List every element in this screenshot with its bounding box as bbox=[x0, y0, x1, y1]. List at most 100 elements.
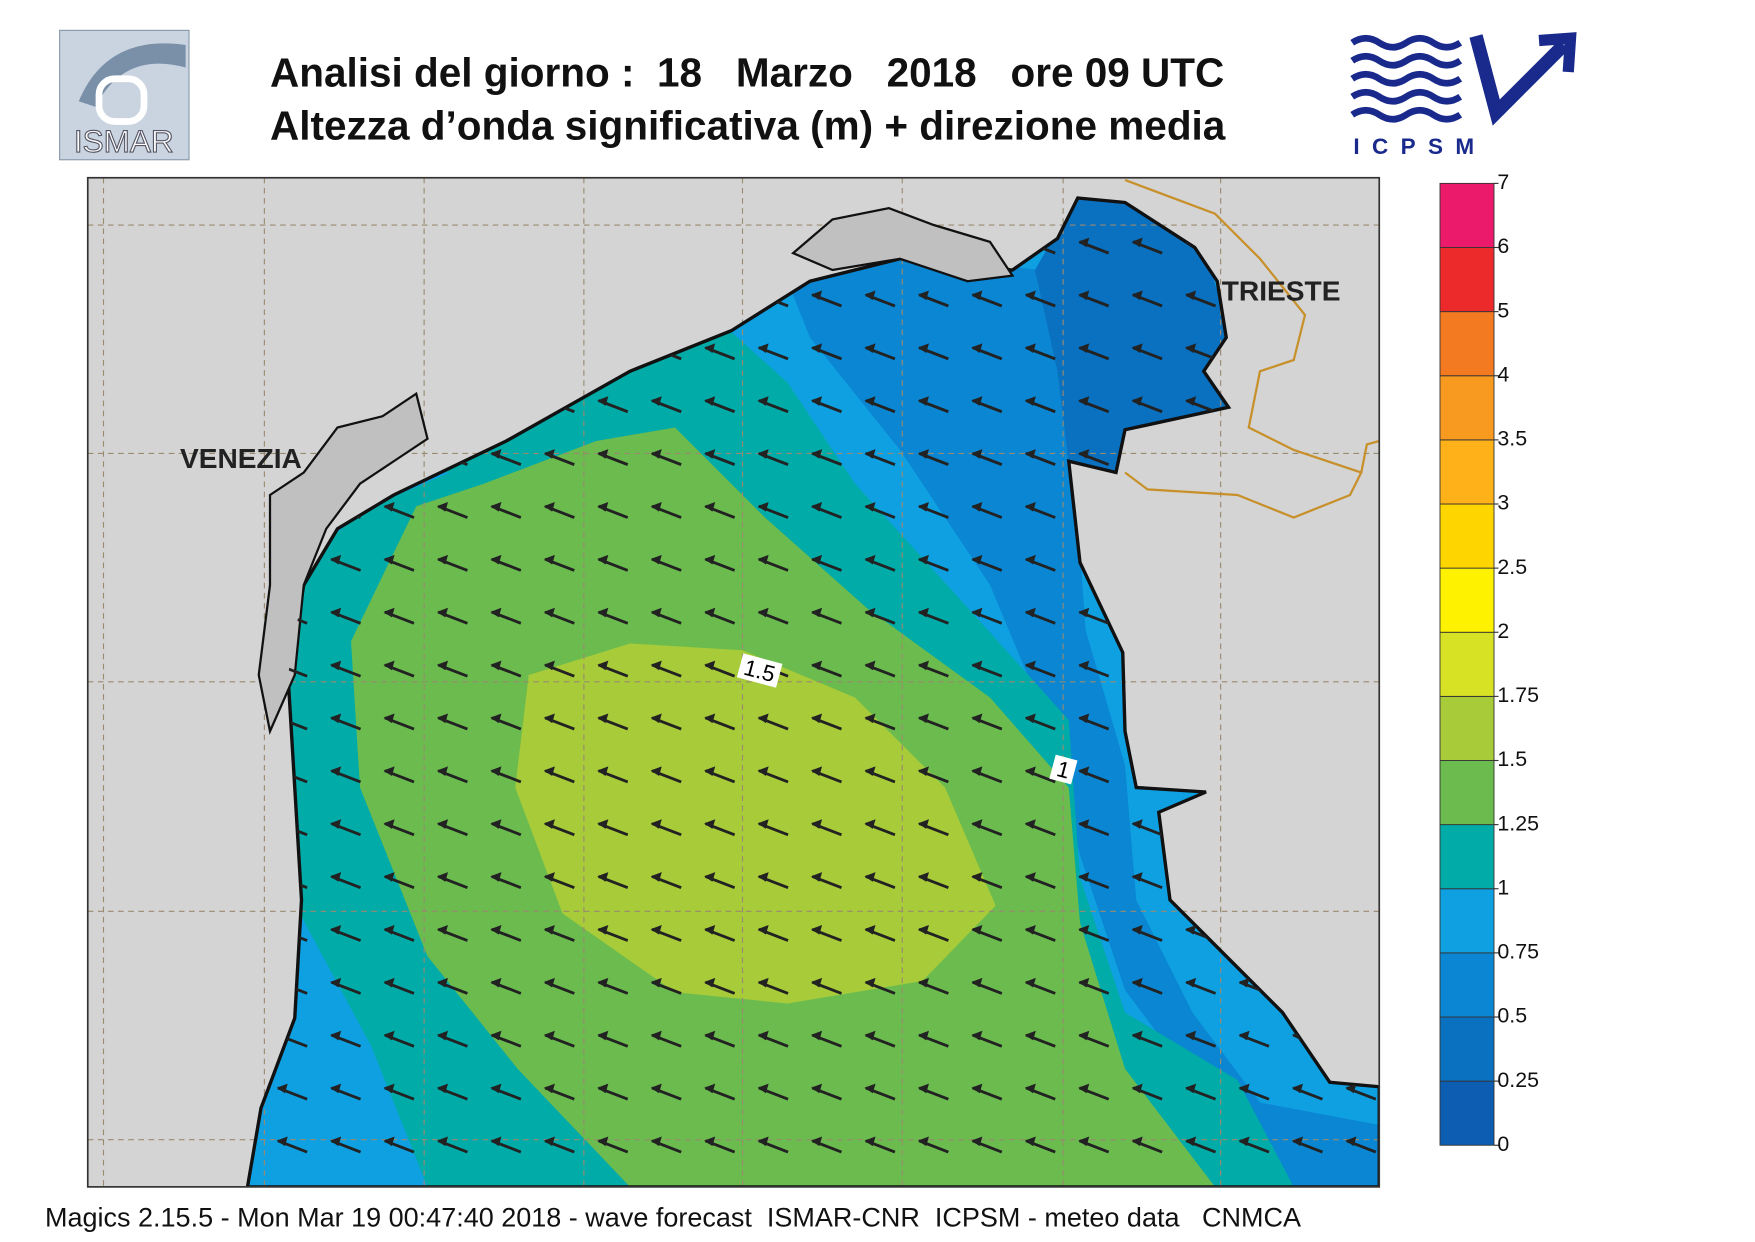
arrow-head bbox=[704, 396, 716, 406]
arrow-head bbox=[543, 1030, 555, 1041]
colorbar-band bbox=[1439, 182, 1495, 248]
arrow-head bbox=[1131, 1083, 1143, 1094]
arrow-head bbox=[971, 660, 983, 671]
arrow-head bbox=[757, 1030, 769, 1041]
arrow-head bbox=[864, 1083, 876, 1094]
arrow-head bbox=[757, 396, 769, 406]
arrow-head bbox=[1024, 766, 1036, 777]
arrow-head bbox=[1024, 449, 1036, 459]
arrow-head bbox=[1131, 977, 1143, 988]
arrow-head bbox=[330, 1083, 342, 1094]
arrow-head bbox=[650, 924, 662, 935]
arrow-head bbox=[276, 1136, 288, 1147]
colorbar-label: 2.5 bbox=[1497, 555, 1527, 579]
arrow-head bbox=[917, 766, 929, 777]
arrow-head bbox=[864, 713, 876, 724]
arrow-head bbox=[917, 924, 929, 935]
place-label: TRIESTE bbox=[1222, 275, 1341, 306]
arrow-head bbox=[330, 1136, 342, 1147]
arrow-head bbox=[1291, 1083, 1304, 1094]
arrow-head bbox=[650, 607, 662, 618]
arrow-head bbox=[1024, 554, 1036, 565]
arrow-head bbox=[971, 290, 983, 301]
arrow-head bbox=[917, 396, 929, 406]
colorbar-label: 0.75 bbox=[1497, 940, 1539, 964]
arrow-head bbox=[650, 977, 662, 988]
arrow-head bbox=[1185, 1083, 1197, 1094]
arrow-head bbox=[1078, 713, 1090, 724]
arrow-head bbox=[436, 1083, 449, 1094]
arrow-head bbox=[1131, 237, 1143, 248]
arrow-head bbox=[757, 1136, 769, 1147]
colorbar-band bbox=[1439, 888, 1495, 954]
logo-icpsm: ICPSM bbox=[1350, 32, 1577, 159]
colorbar-label: 0.25 bbox=[1497, 1068, 1539, 1092]
arrow-head bbox=[1024, 924, 1036, 935]
arrow-head bbox=[704, 1136, 716, 1147]
arrow-head bbox=[436, 554, 449, 565]
arrow-head bbox=[650, 396, 662, 406]
colorbar-label: 2 bbox=[1497, 619, 1509, 643]
arrow-head bbox=[864, 977, 876, 988]
colorbar-label: 0.5 bbox=[1497, 1004, 1527, 1028]
arrow-head bbox=[1131, 872, 1143, 882]
arrow-head bbox=[1185, 396, 1197, 406]
colorbar-band bbox=[1439, 760, 1495, 826]
arrow-head bbox=[757, 977, 769, 988]
arrow-head bbox=[436, 766, 449, 777]
colorbar-label: 1.5 bbox=[1497, 747, 1527, 771]
arrow-head bbox=[436, 977, 449, 988]
arrow-head bbox=[917, 660, 929, 671]
arrow-head bbox=[917, 554, 929, 565]
arrow-head bbox=[864, 290, 876, 301]
arrow-head bbox=[597, 924, 609, 935]
arrow-head bbox=[490, 501, 502, 512]
arrow-head bbox=[971, 924, 983, 935]
arrow-head bbox=[383, 872, 395, 882]
arrow-head bbox=[436, 1030, 449, 1041]
arrow-head bbox=[757, 343, 769, 354]
arrow-head bbox=[597, 554, 609, 565]
arrow-head bbox=[1078, 290, 1090, 301]
arrow-head bbox=[650, 713, 662, 724]
arrow-head bbox=[1024, 977, 1036, 988]
arrow-head bbox=[330, 1030, 342, 1041]
arrow-head bbox=[1345, 1136, 1357, 1147]
arrow-head bbox=[1078, 237, 1090, 248]
arrow-head bbox=[597, 872, 609, 882]
arrow-head bbox=[490, 1136, 502, 1147]
place-label: VENEZIA bbox=[180, 443, 302, 474]
arrow-head bbox=[383, 1030, 395, 1041]
arrow-head bbox=[383, 660, 395, 671]
arrow-head bbox=[383, 924, 395, 935]
arrow-head bbox=[1078, 1136, 1090, 1147]
arrow-head bbox=[971, 977, 983, 988]
colorbar-band bbox=[1439, 1080, 1495, 1146]
arrow-head bbox=[917, 607, 929, 618]
arrow-head bbox=[864, 819, 876, 829]
colorbar-label: 1.25 bbox=[1497, 811, 1539, 835]
arrow-head bbox=[383, 554, 395, 565]
arrow-head bbox=[330, 766, 342, 777]
arrow-head bbox=[597, 501, 609, 512]
logo-text: ICPSM bbox=[1353, 134, 1486, 159]
arrow-head bbox=[971, 449, 983, 459]
colorbar-band bbox=[1439, 375, 1495, 441]
colorbar-band bbox=[1439, 952, 1495, 1018]
arrow-head bbox=[757, 554, 769, 565]
arrow-head bbox=[543, 819, 555, 829]
arrow-head bbox=[490, 554, 502, 565]
arrow-head bbox=[1024, 501, 1036, 512]
arrow-head bbox=[917, 1030, 929, 1041]
arrow-head bbox=[1185, 924, 1197, 935]
arrow-head bbox=[650, 819, 662, 829]
arrow-head bbox=[1078, 1083, 1090, 1094]
arrow-head bbox=[597, 396, 609, 406]
arrow-head bbox=[1131, 343, 1143, 354]
arrow-head bbox=[383, 713, 395, 724]
arrow-head bbox=[864, 1030, 876, 1041]
arrow-head bbox=[330, 977, 342, 988]
arrow-head bbox=[811, 924, 823, 935]
arrow-head bbox=[1131, 1030, 1143, 1041]
arrow-head bbox=[917, 449, 929, 459]
